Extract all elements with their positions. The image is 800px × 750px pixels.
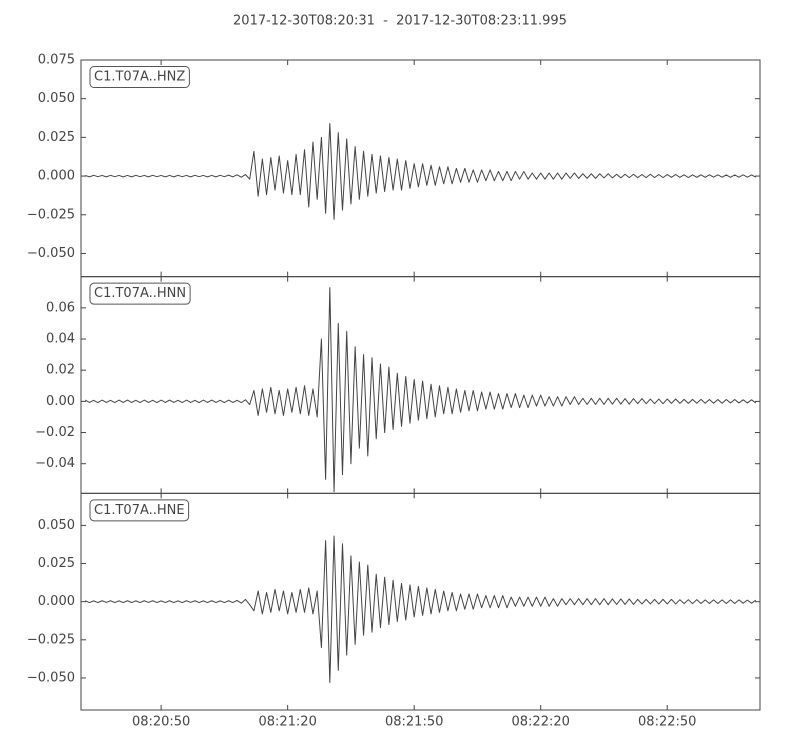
x-tick-label: 08:21:50 xyxy=(385,715,443,730)
y-tick-label: 0.000 xyxy=(38,169,75,184)
y-tick-label: 0.025 xyxy=(38,556,75,571)
x-tick-label: 08:22:50 xyxy=(638,715,696,730)
y-tick-label: −0.025 xyxy=(27,632,75,647)
panel-frame xyxy=(80,492,761,711)
legend-label: C1.T07A..HNN xyxy=(94,286,186,301)
y-tick-label: −0.025 xyxy=(27,207,75,222)
y-tick-label: 0.000 xyxy=(38,594,75,609)
y-tick-label: 0.06 xyxy=(46,300,75,315)
y-tick-label: −0.02 xyxy=(35,425,75,440)
y-tick-label: 0.02 xyxy=(46,363,75,378)
y-tick-label: −0.050 xyxy=(27,246,75,261)
legend-label: C1.T07A..HNZ xyxy=(94,70,185,85)
y-tick-label: 0.050 xyxy=(38,518,75,533)
y-tick-label: 0.04 xyxy=(46,332,75,347)
panel-frame xyxy=(80,59,761,278)
y-tick-label: 0.075 xyxy=(38,53,75,68)
x-tick-label: 08:21:20 xyxy=(258,715,316,730)
y-tick-label: −0.050 xyxy=(27,670,75,685)
waveform xyxy=(85,535,757,684)
panel-frame xyxy=(80,276,761,494)
legend-box xyxy=(89,282,191,305)
waveform xyxy=(84,287,757,493)
legend-box xyxy=(89,499,190,522)
waveform xyxy=(85,122,757,220)
legend-box xyxy=(89,66,190,88)
y-tick-label: 0.025 xyxy=(38,130,75,145)
chart-title: 2017-12-30T08:20:31 - 2017-12-30T08:23:1… xyxy=(233,14,567,29)
y-tick-label: −0.04 xyxy=(35,456,75,471)
x-tick-label: 08:22:20 xyxy=(512,715,570,730)
x-tick-label: 08:20:50 xyxy=(132,715,190,730)
y-tick-label: 0.00 xyxy=(46,394,75,409)
y-tick-label: 0.050 xyxy=(38,91,75,106)
legend-label: C1.T07A..HNE xyxy=(94,503,185,518)
